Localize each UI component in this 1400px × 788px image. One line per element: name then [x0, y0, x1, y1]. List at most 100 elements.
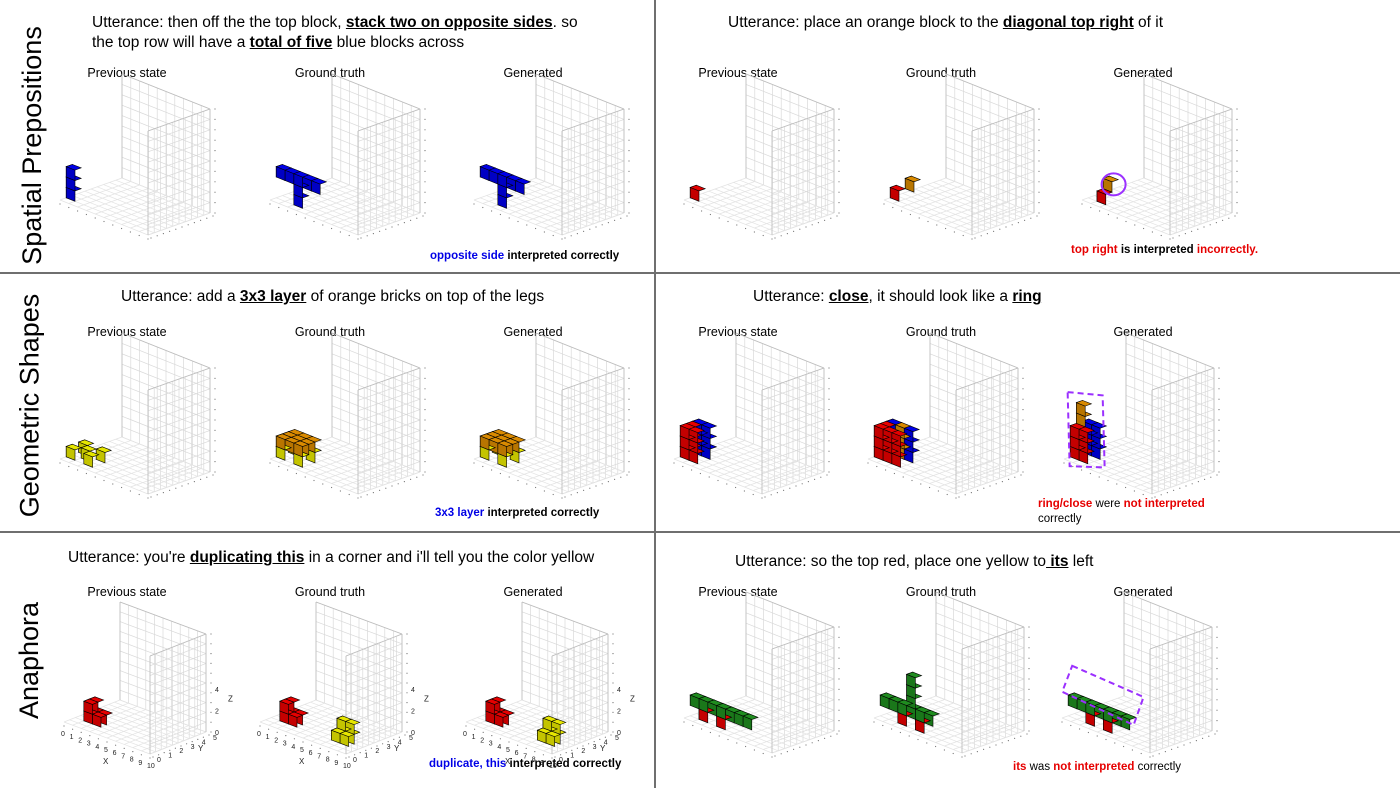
tick-mark [628, 170, 630, 172]
voxel-block [542, 715, 559, 732]
grid-line [293, 708, 380, 742]
z-tick-label: 2 [617, 708, 621, 715]
grid-line [357, 129, 421, 153]
axes-box [1061, 591, 1218, 758]
tick-mark [828, 461, 830, 463]
tick-mark [1001, 742, 1003, 744]
tick-mark [285, 735, 287, 737]
tick-mark [838, 699, 840, 701]
tick-mark [1218, 471, 1220, 473]
plot-ring-previous [673, 332, 830, 499]
tick-mark [824, 219, 826, 221]
voxel-block [330, 727, 347, 744]
grid-line [1169, 160, 1233, 184]
plot-layer-generated [473, 332, 630, 499]
tick-mark [482, 206, 484, 209]
grid-line [1125, 343, 1215, 379]
tick-mark [210, 711, 212, 713]
grid-line [147, 160, 211, 184]
tick-mark [1072, 465, 1074, 468]
grid-line [535, 353, 625, 390]
tick-mark [1142, 493, 1144, 496]
grid-line [1169, 119, 1233, 142]
z-tick-label: 4 [215, 687, 219, 694]
tick-mark [424, 212, 426, 214]
tick-mark [152, 756, 154, 758]
axis-edge [955, 367, 1019, 391]
grid-line [771, 160, 835, 184]
grid-line [955, 419, 1019, 443]
utterance-panel-2: Utterance: place an orange block to the … [728, 13, 1163, 33]
grid-line [929, 384, 1019, 421]
grid-line [121, 353, 211, 390]
tick-mark [147, 497, 149, 499]
grid-line [971, 212, 1035, 236]
utterance-text: the top row will have a [92, 34, 250, 51]
tick-mark [1028, 678, 1030, 680]
tick-mark [727, 738, 729, 741]
tick-mark [200, 219, 202, 221]
axes-box [883, 73, 1040, 240]
grid-line [331, 343, 421, 379]
tick-mark [612, 721, 614, 723]
tick-mark [1236, 202, 1238, 204]
tick-mark [743, 490, 745, 492]
tick-mark [699, 472, 701, 475]
tick-mark [508, 217, 510, 219]
voxel-block [339, 730, 356, 747]
tick-mark [259, 725, 261, 727]
grid-line [535, 436, 625, 473]
tick-mark [607, 222, 609, 224]
grid-line [523, 441, 612, 477]
tick-mark [838, 657, 840, 659]
tick-mark [626, 215, 628, 217]
tick-mark [873, 721, 875, 723]
grid-line [935, 612, 1025, 649]
grid-line [149, 682, 207, 706]
grid-line [929, 697, 1018, 734]
tick-mark [156, 235, 158, 237]
grid-line [898, 447, 988, 484]
tick-mark [593, 741, 595, 743]
tick-mark [210, 731, 212, 733]
voxel-face [1102, 175, 1120, 183]
grid-line [939, 179, 1028, 216]
tick-mark [543, 231, 545, 233]
col-label-previous: Previous state [698, 325, 778, 339]
tick-mark [214, 377, 216, 379]
tick-mark [561, 238, 563, 240]
tick-mark [214, 398, 216, 400]
tick-mark [214, 429, 216, 431]
tick-mark [1022, 450, 1024, 452]
tick-mark [718, 217, 720, 219]
grid-line [517, 443, 606, 479]
grid-line [711, 445, 800, 482]
tick-mark [1098, 476, 1100, 478]
x-tick-label: 9 [540, 760, 544, 767]
grid-line [1132, 723, 1195, 747]
utterance-keyword: close [828, 288, 869, 305]
grid-line [147, 378, 211, 401]
tick-mark [1234, 215, 1236, 217]
axes-box [1081, 73, 1238, 240]
row-label-text: Spatial Prepositions [16, 25, 47, 265]
utterance-text: , it should look like a [868, 288, 1013, 305]
tick-mark [976, 751, 978, 753]
tick-mark [1197, 481, 1199, 483]
tick-mark [508, 476, 510, 478]
voxel-face [65, 443, 83, 451]
grid-line [130, 205, 193, 229]
tick-mark [1011, 224, 1013, 226]
tick-mark [382, 743, 384, 745]
x-tick-label: 6 [113, 750, 117, 757]
voxel-face [679, 423, 697, 430]
voxel-block [310, 177, 328, 195]
tick-mark [385, 228, 387, 230]
y-tick-label: 1 [364, 753, 368, 760]
x-tick-label: 10 [147, 763, 155, 770]
grid-line [1113, 441, 1202, 477]
tick-mark [1216, 474, 1218, 476]
tick-mark [745, 227, 747, 230]
grid-line [97, 708, 184, 742]
tick-mark [304, 476, 306, 478]
